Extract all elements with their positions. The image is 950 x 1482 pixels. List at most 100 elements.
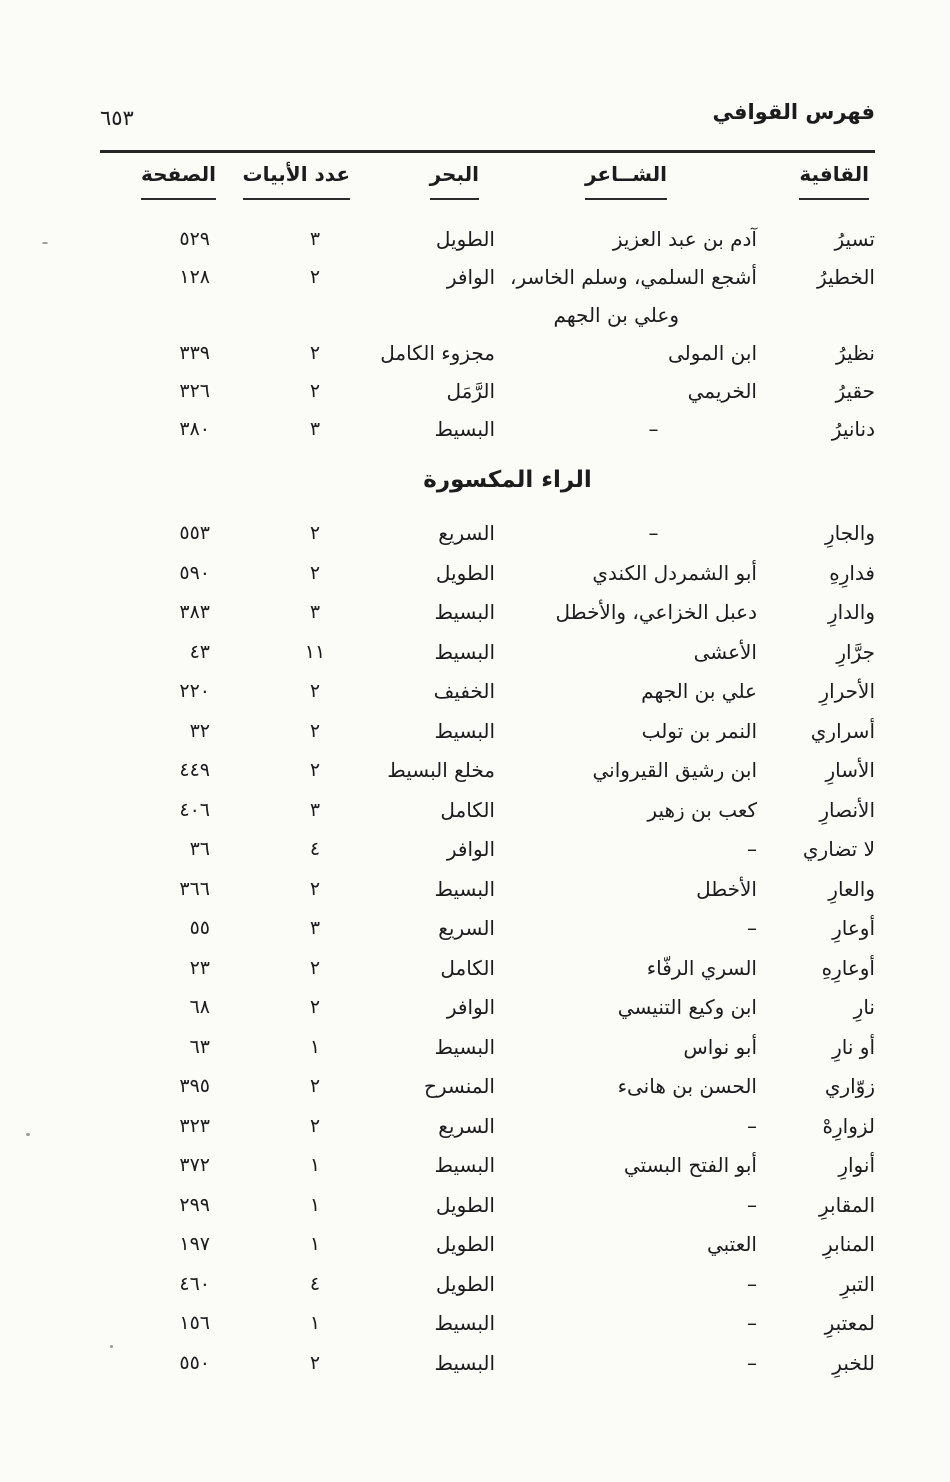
page-ref-cell: ٤٠٦ — [179, 798, 210, 821]
column-header-page-label: الصفحة — [140, 162, 216, 200]
poet-cell: – — [495, 830, 757, 870]
page-ref-cell: ٣٧٢ — [179, 1154, 210, 1176]
rhyme-cell: تسيرُ — [834, 227, 875, 251]
rhyme-cell: الأحرارِ — [819, 679, 875, 703]
table-row: والدارِ دعبل الخزاعي، والأخطل البسيط ٣ ٣… — [140, 593, 875, 633]
meter-cell: البسيط — [434, 718, 495, 743]
meter-cell: الطويل — [435, 1271, 495, 1296]
poet-cell: الأعشى — [495, 633, 757, 673]
rhyme-cell: نارِ — [853, 995, 875, 1019]
verse-count-cell: ١ — [309, 1312, 321, 1334]
rhyme-cell: والعارِ — [828, 876, 875, 901]
page-ref-cell: ٦٣ — [189, 1035, 210, 1058]
page-ref-cell: ٢٢٠ — [179, 680, 210, 702]
poet-name: دعبل الخزاعي، والأخطل — [555, 600, 757, 624]
scan-speck — [26, 1133, 30, 1136]
page-ref-cell: ٦٨ — [189, 996, 210, 1018]
poet-name: – — [747, 1192, 757, 1217]
rhyme-cell: أنوارِ — [838, 1153, 875, 1177]
meter-cell: الكامل — [440, 955, 495, 980]
meter-cell: الكامل — [440, 797, 495, 822]
meter-cell: المنسرح — [423, 1074, 495, 1098]
poet-cell: دعبل الخزاعي، والأخطل — [495, 593, 757, 633]
poet-name: أشجع السلمي، وسلم الخاسر، — [510, 265, 757, 289]
meter-cell: السريع — [438, 916, 495, 940]
page-ref-cell: ٥٥٣ — [179, 522, 210, 544]
rhyme-index-table: القافية الشــاعر البحر عدد الأبيات الصفح… — [140, 162, 875, 1383]
table-row: الأحرارِ علي بن الجهم الخفيف ٢ ٢٢٠ — [140, 672, 875, 712]
poet-name: ابن رشيق القيرواني — [592, 758, 757, 782]
poet-name: العتبي — [706, 1232, 757, 1256]
table-row: الخطيرُ أشجع السلمي، وسلم الخاسر، وعلي ب… — [140, 258, 875, 334]
page-ref-cell: ٣٨٣ — [179, 601, 210, 623]
poet-cell: ابن المولى — [495, 334, 757, 372]
verse-count-cell: ١ — [309, 1035, 321, 1058]
rhyme-cell: أوعارِهِ — [821, 955, 875, 980]
meter-cell: الطويل — [435, 227, 495, 251]
verse-count-cell: ٢ — [309, 877, 321, 900]
page-ref-cell: ٥٥ — [189, 917, 210, 939]
table-row: والجارِ – السريع ٢ ٥٥٣ — [140, 514, 875, 554]
page-ref-cell: ١٢٨ — [179, 266, 210, 288]
header-rule — [100, 150, 875, 153]
meter-cell: الطويل — [435, 1232, 495, 1256]
rhyme-cell: دنانيرُ — [831, 417, 875, 441]
table-row: التبرِ – الطويل ٤ ٤٦٠ — [140, 1265, 875, 1305]
page-ref-cell: ٥٢٩ — [179, 228, 210, 250]
rhyme-cell: جرَّارِ — [836, 639, 875, 664]
verse-count-cell: ١ — [309, 1193, 321, 1216]
meter-cell: السريع — [438, 1113, 495, 1138]
meter-cell: الرَّمَل — [446, 379, 495, 403]
poet-name: الحسن بن هانىء — [617, 1074, 757, 1098]
page-ref-cell: ٣٦٦ — [179, 877, 210, 900]
table-row: أنوارِ أبو الفتح البستي البسيط ١ ٣٧٢ — [140, 1146, 875, 1186]
poet-cell: آدم بن عبد العزيز — [495, 220, 757, 258]
page-ref-cell: ٥٩٠ — [179, 561, 210, 584]
rhyme-cell: لمعتبرِ — [824, 1311, 875, 1335]
page-ref-cell: ٥٥٠ — [179, 1351, 210, 1374]
table-row: أوعارِهِ السري الرفّاء الكامل ٢ ٢٣ — [140, 949, 875, 989]
meter-cell: الطويل — [435, 1192, 495, 1217]
meter-cell: البسيط — [434, 600, 495, 624]
page-ref-cell: ٣٣٩ — [179, 342, 210, 364]
table-row: دنانيرُ – البسيط ٣ ٣٨٠ — [140, 410, 875, 448]
poet-name: ابن المولى — [667, 341, 757, 365]
table-row: تسيرُ آدم بن عبد العزيز الطويل ٣ ٥٢٩ — [140, 220, 875, 258]
verse-count-cell: ٢ — [309, 1114, 321, 1137]
column-header-meter: البحر — [350, 162, 495, 200]
meter-cell: البسيط — [434, 639, 495, 664]
poet-cell: الخريمي — [495, 372, 757, 410]
page-ref-cell: ١٩٧ — [179, 1233, 210, 1255]
meter-cell: الطويل — [435, 560, 495, 585]
table-body: تسيرُ آدم بن عبد العزيز الطويل ٣ ٥٢٩ الخ… — [140, 220, 875, 1383]
verse-count-cell: ١ — [309, 1233, 321, 1255]
poet-cell: أبو الفتح البستي — [495, 1146, 757, 1186]
table-row: الأنصارِ كعب بن زهير الكامل ٣ ٤٠٦ — [140, 791, 875, 831]
table-row: فدارِهِ أبو الشمردل الكندي الطويل ٢ ٥٩٠ — [140, 554, 875, 594]
rhyme-cell: للخبرِ — [832, 1350, 875, 1375]
poet-name: كعب بن زهير — [647, 797, 757, 822]
meter-cell: مخلع البسيط — [387, 758, 495, 782]
section-heading: الراء المكسورة — [423, 467, 592, 493]
poet-name: – — [648, 417, 659, 441]
table-row: نظيرُ ابن المولى مجزوء الكامل ٢ ٣٣٩ — [140, 334, 875, 372]
poet-cell: ابن رشيق القيرواني — [495, 751, 757, 791]
poet-name: – — [747, 916, 757, 940]
page-ref-cell: ٤٣ — [189, 640, 210, 663]
table-row: أوعارِ – السريع ٣ ٥٥ — [140, 909, 875, 949]
poet-cell: كعب بن زهير — [495, 791, 757, 831]
page-ref-cell: ٣٨٠ — [179, 418, 210, 440]
verse-count-cell: ٢ — [309, 522, 321, 544]
poet-name-continued: وعلي بن الجهم — [553, 303, 679, 327]
rhyme-cell: زوّاري — [824, 1074, 875, 1098]
scan-speck — [42, 242, 48, 244]
folio-number: ٦٥٣ — [100, 106, 134, 130]
table-row: لا تضاري – الوافر ٤ ٣٦ — [140, 830, 875, 870]
poet-cell: ابن وكيع التنيسي — [495, 988, 757, 1028]
verse-count-cell: ١ — [309, 1154, 321, 1176]
poet-cell: العتبي — [495, 1225, 757, 1265]
meter-cell: مجزوء الكامل — [380, 341, 495, 365]
page-ref-cell: ٤٦٠ — [179, 1272, 210, 1295]
poet-cell: – — [495, 1265, 757, 1305]
poet-name: – — [747, 1113, 757, 1138]
